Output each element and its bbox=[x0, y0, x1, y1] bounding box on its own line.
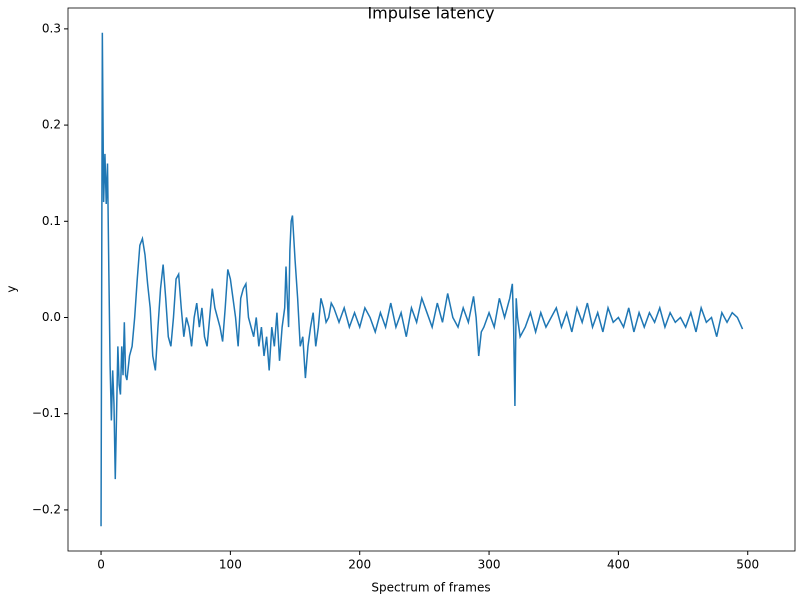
y-tick-label: 0.2 bbox=[42, 118, 61, 132]
y-axis-label: y bbox=[5, 285, 19, 292]
x-tick-label: 100 bbox=[219, 558, 242, 572]
plot-frame bbox=[67, 7, 796, 552]
x-tick-label: 0 bbox=[97, 558, 105, 572]
y-tick-label: 0.0 bbox=[42, 310, 61, 324]
chart-title: Impulse latency bbox=[367, 4, 494, 23]
x-tick-label: 300 bbox=[478, 558, 501, 572]
y-tick-label: −0.2 bbox=[32, 502, 61, 516]
y-tick-label: 0.1 bbox=[42, 214, 61, 228]
x-tick-label: 500 bbox=[736, 558, 759, 572]
x-tick-label: 400 bbox=[607, 558, 630, 572]
y-tick-label: −0.1 bbox=[32, 406, 61, 420]
y-tick-label: 0.3 bbox=[42, 21, 61, 35]
x-axis-label: Spectrum of frames bbox=[371, 581, 490, 595]
data-line bbox=[100, 32, 744, 527]
x-tick-label: 200 bbox=[348, 558, 371, 572]
